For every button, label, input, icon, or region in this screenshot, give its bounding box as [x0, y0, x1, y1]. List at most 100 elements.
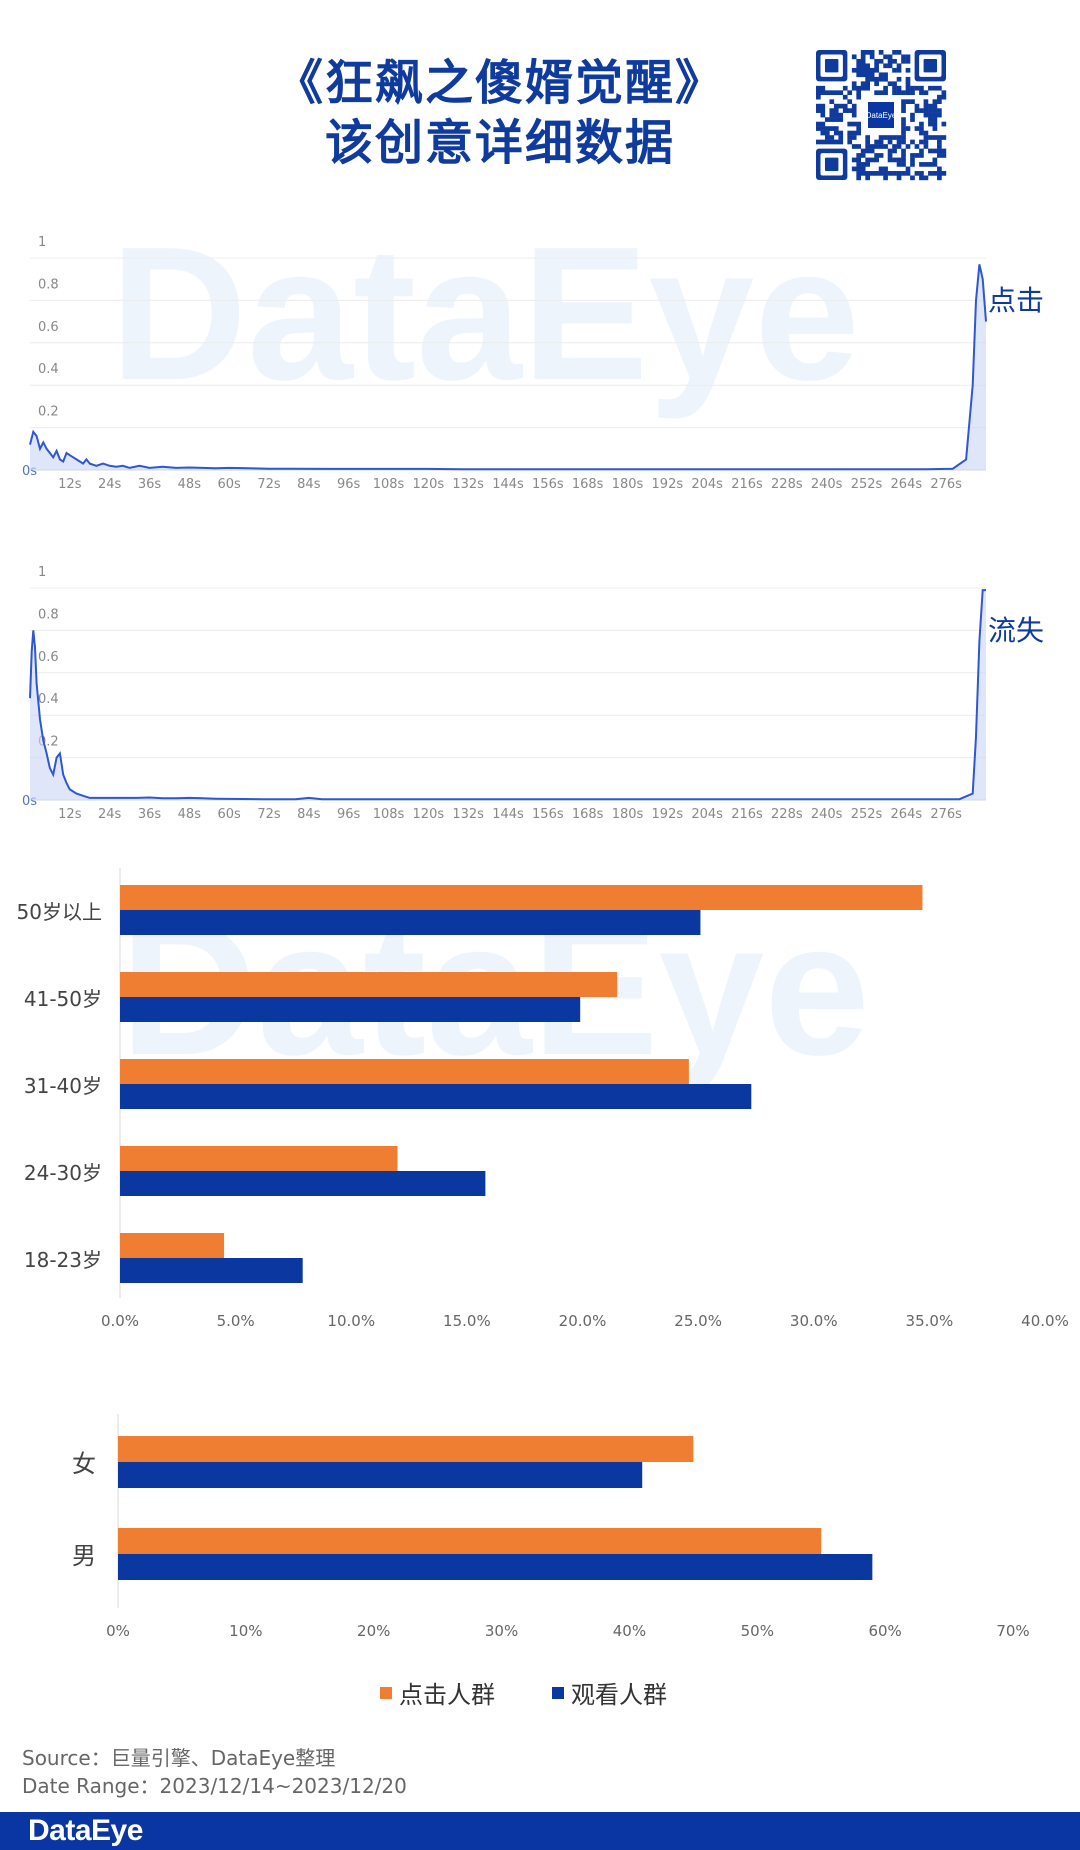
- y-tick-label: 1: [38, 235, 46, 250]
- bar-click: [118, 1528, 822, 1554]
- bar-click: [120, 885, 923, 910]
- qr-code: DataEye: [816, 50, 947, 181]
- y-tick-label: 0.4: [38, 362, 59, 377]
- x-tick-label: 12s: [58, 477, 82, 492]
- x-tick-label: 70%: [996, 1622, 1029, 1640]
- date-range-text: Date Range：2023/12/14~2023/12/20: [22, 1774, 407, 1798]
- x-tick-label: 132s: [452, 807, 484, 822]
- qr-finder-core: [824, 58, 839, 73]
- x-tick-label: 276s: [930, 807, 962, 822]
- qr-logo-text: DataEye: [866, 111, 897, 120]
- qr-finder-core: [824, 157, 839, 172]
- y-tick-label: 0.6: [38, 650, 59, 665]
- x-tick-label: 40%: [613, 1622, 646, 1640]
- bar-view: [120, 1258, 303, 1283]
- x-tick-label: 60s: [218, 477, 242, 492]
- series-line: [29, 589, 986, 801]
- x-tick-label: 30%: [485, 1622, 518, 1640]
- x-tick-label: 240s: [811, 807, 843, 822]
- x-tick-label: 216s: [731, 807, 763, 822]
- legend-label: 点击人群: [399, 1681, 495, 1709]
- bar-click: [120, 1059, 689, 1084]
- x-tick-label: 72s: [257, 477, 281, 492]
- x-tick-label: 10%: [229, 1622, 262, 1640]
- bar-view: [120, 1084, 752, 1109]
- x-tick-label: 108s: [373, 807, 405, 822]
- series-label: 点击: [988, 284, 1044, 317]
- x-tick-label: 15.0%: [443, 1312, 491, 1330]
- x-tick-label: 132s: [452, 477, 484, 492]
- x-tick-label: 96s: [337, 807, 361, 822]
- legend-label: 观看人群: [571, 1681, 667, 1709]
- category-label: 41-50岁: [24, 987, 102, 1011]
- x-tick-label: 96s: [337, 477, 361, 492]
- x-tick-label: 0%: [106, 1622, 130, 1640]
- x-tick-label: 120s: [413, 477, 445, 492]
- x-tick-label: 60%: [868, 1622, 901, 1640]
- footer-bar: DataEye: [0, 1812, 1080, 1850]
- x-tick-label: 264s: [891, 807, 923, 822]
- x-tick-label: 84s: [297, 477, 321, 492]
- y-tick-label: 0.2: [38, 405, 59, 420]
- x-tick-label: 5.0%: [217, 1312, 255, 1330]
- age-bar-chart: 50岁以上 41-50岁 31-40岁 24-30岁 18-23岁 0.0% 5.0% 10.…: [17, 868, 1069, 1330]
- x-tick-label: 228s: [771, 807, 803, 822]
- y-tick-label: 1: [38, 565, 46, 580]
- bar-click: [120, 972, 618, 997]
- x-tick-label: 84s: [297, 807, 321, 822]
- x-tick-label: 30.0%: [790, 1312, 838, 1330]
- x-tick-label: 25.0%: [674, 1312, 722, 1330]
- x-tick-label: 252s: [851, 807, 883, 822]
- x-tick-label: 228s: [771, 477, 803, 492]
- legend-swatch: [552, 1687, 564, 1699]
- x-tick-label: 35.0%: [906, 1312, 954, 1330]
- x-tick-label: 252s: [851, 477, 883, 492]
- category-label: 18-23岁: [24, 1248, 102, 1272]
- x-tick-label: 204s: [691, 477, 723, 492]
- area-fill: [30, 264, 986, 470]
- x-tick-label: 40.0%: [1021, 1312, 1069, 1330]
- legend: 点击人群 观看人群: [380, 1681, 667, 1709]
- x-tick-label: 204s: [691, 807, 723, 822]
- x-tick-label: 264s: [891, 477, 923, 492]
- x-tick-label: 180s: [612, 477, 644, 492]
- x-tick-label: 192s: [652, 807, 684, 822]
- y-tick-label: 0.8: [38, 607, 59, 622]
- x-tick-label: 60s: [218, 807, 242, 822]
- bar-view: [120, 910, 701, 935]
- y-tick-label: 0.8: [38, 277, 59, 292]
- series-line: [29, 264, 987, 471]
- x-tick-label: 0.0%: [101, 1312, 139, 1330]
- footer-logo: DataEye: [28, 1814, 143, 1847]
- x-tick-label: 36s: [138, 807, 162, 822]
- bar-click: [120, 1233, 225, 1258]
- x-tick-label: 48s: [178, 807, 202, 822]
- legend-swatch: [380, 1687, 392, 1699]
- qr-modules: [816, 50, 947, 181]
- page-subtitle: 该创意详细数据: [324, 115, 675, 171]
- x-tick-label: 144s: [492, 807, 524, 822]
- x-tick-label: 120s: [413, 807, 445, 822]
- page-title: 《狂飙之傻婿觉醒》: [274, 55, 725, 111]
- x-tick-label: 180s: [612, 807, 644, 822]
- x-tick-label: 24s: [98, 477, 122, 492]
- gender-bar-chart: 女男 0% 10% 20% 30% 40% 50% 60% 70%: [72, 1414, 1030, 1640]
- bar-view: [118, 1462, 643, 1488]
- x-tick-label: 48s: [178, 477, 202, 492]
- x-tick-label: 50%: [741, 1622, 774, 1640]
- x-tick-label: 216s: [731, 477, 763, 492]
- x-tick-label: 20.0%: [559, 1312, 607, 1330]
- x-tick-label: 276s: [930, 477, 962, 492]
- x-tick-label: 192s: [652, 477, 684, 492]
- category-label: 31-40岁: [24, 1074, 102, 1098]
- x-tick-label: 12s: [58, 807, 82, 822]
- qr-logo: [868, 102, 894, 128]
- source-text: Source：巨量引擎、DataEye整理: [22, 1746, 336, 1770]
- x-tick-label: 168s: [572, 807, 604, 822]
- x-tick-label: 156s: [532, 807, 564, 822]
- bar-click: [120, 1146, 398, 1171]
- x-tick-label: 20%: [357, 1622, 390, 1640]
- category-label: 50岁以上: [17, 900, 102, 924]
